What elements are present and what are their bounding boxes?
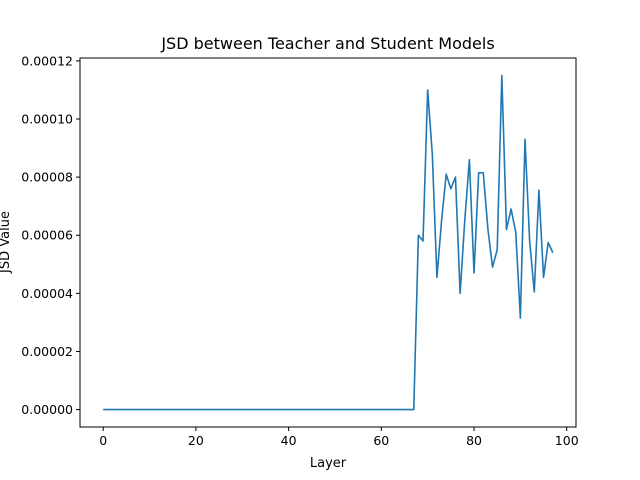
x-tick-label: 80 [466,433,482,448]
y-tick-label: 0.00002 [21,344,73,359]
x-tick-label: 100 [555,433,579,448]
x-tick-label: 60 [373,433,389,448]
x-tick-label: 0 [99,433,107,448]
y-tick-label: 0.00010 [21,112,73,127]
x-tick-label: 20 [188,433,204,448]
x-axis-label: Layer [310,456,347,471]
y-tick-label: 0.00008 [21,170,73,185]
plot-frame [79,57,577,428]
y-tick-label: 0.00006 [21,228,73,243]
series-layer [103,74,554,411]
y-axis-label: JSD Value [0,211,13,274]
y-axis-ticks: 0.00000 0.00002 0.00004 0.00006 0.00008 0.000… [21,53,80,417]
x-axis-ticks: 0 20 40 60 80 100 [99,427,579,448]
series-line-0 [103,74,554,411]
chart-title: JSD between Teacher and Student Models [160,34,494,53]
x-tick-label: 40 [281,433,297,448]
y-tick-label: 0.00000 [21,402,73,417]
y-tick-label: 0.00012 [21,53,73,68]
y-tick-label: 0.00004 [21,286,73,301]
plot-background [80,58,576,427]
